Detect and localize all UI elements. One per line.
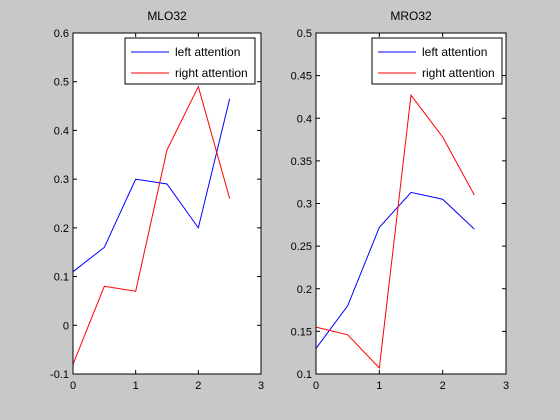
legend-label: left attention bbox=[422, 45, 487, 59]
legend: left attention right attention bbox=[371, 37, 503, 85]
axes-frame bbox=[72, 32, 262, 375]
series-line-right-attention bbox=[72, 85, 231, 365]
chart-title: MRO32 bbox=[390, 9, 432, 23]
y-tick-label: 0.3 bbox=[54, 174, 69, 186]
y-tick-label: 0 bbox=[63, 320, 69, 332]
y-tick-label: 0.45 bbox=[291, 71, 312, 83]
x-tick-label: 3 bbox=[503, 380, 509, 392]
x-tick-label: 1 bbox=[376, 380, 382, 392]
y-tick-label: 0.2 bbox=[297, 284, 312, 296]
legend-box bbox=[371, 37, 503, 85]
y-tick-label: 0.1 bbox=[297, 369, 312, 381]
x-tick-label: 1 bbox=[133, 380, 139, 392]
series-line-left-attention bbox=[72, 98, 231, 273]
series-line-left-attention bbox=[315, 191, 475, 349]
legend-label: right attention bbox=[422, 66, 495, 80]
y-tick-label: 0.5 bbox=[297, 28, 312, 40]
y-tick-label: 0.4 bbox=[297, 113, 312, 125]
y-tick-label: -0.1 bbox=[50, 369, 69, 381]
legend-label: left attention bbox=[175, 45, 240, 59]
y-tick-label: 0.6 bbox=[54, 28, 69, 40]
x-tick-label: 0 bbox=[70, 380, 76, 392]
legend: left attention right attention bbox=[124, 37, 256, 85]
chart-panel-mro32: 0.1 0.15 0.2 0.25 0.3 0.35 0.4 0.45 0.5 0 1 2 3 MRO32… bbox=[291, 9, 509, 392]
x-tick-label: 2 bbox=[195, 380, 201, 392]
y-tick-label: 0.5 bbox=[54, 77, 69, 89]
y-tick-label: 0.35 bbox=[291, 156, 312, 168]
x-tick-label: 2 bbox=[440, 380, 446, 392]
legend-label: right attention bbox=[175, 66, 248, 80]
x-tick-label: 0 bbox=[313, 380, 319, 392]
y-tick-label: 0.25 bbox=[291, 241, 312, 253]
plot-area bbox=[73, 33, 261, 374]
plot-area bbox=[316, 33, 506, 374]
y-tick-label: 0.3 bbox=[297, 199, 312, 211]
series-line-right-attention bbox=[315, 93, 475, 370]
y-tick-label: 0.2 bbox=[54, 223, 69, 235]
legend-box bbox=[124, 37, 256, 85]
y-tick-label: 0.4 bbox=[54, 125, 69, 137]
x-tick-label: 3 bbox=[258, 380, 264, 392]
y-tick-label: 0.1 bbox=[54, 272, 69, 284]
chart-title: MLO32 bbox=[147, 9, 187, 23]
y-tick-label: 0.15 bbox=[291, 326, 312, 338]
